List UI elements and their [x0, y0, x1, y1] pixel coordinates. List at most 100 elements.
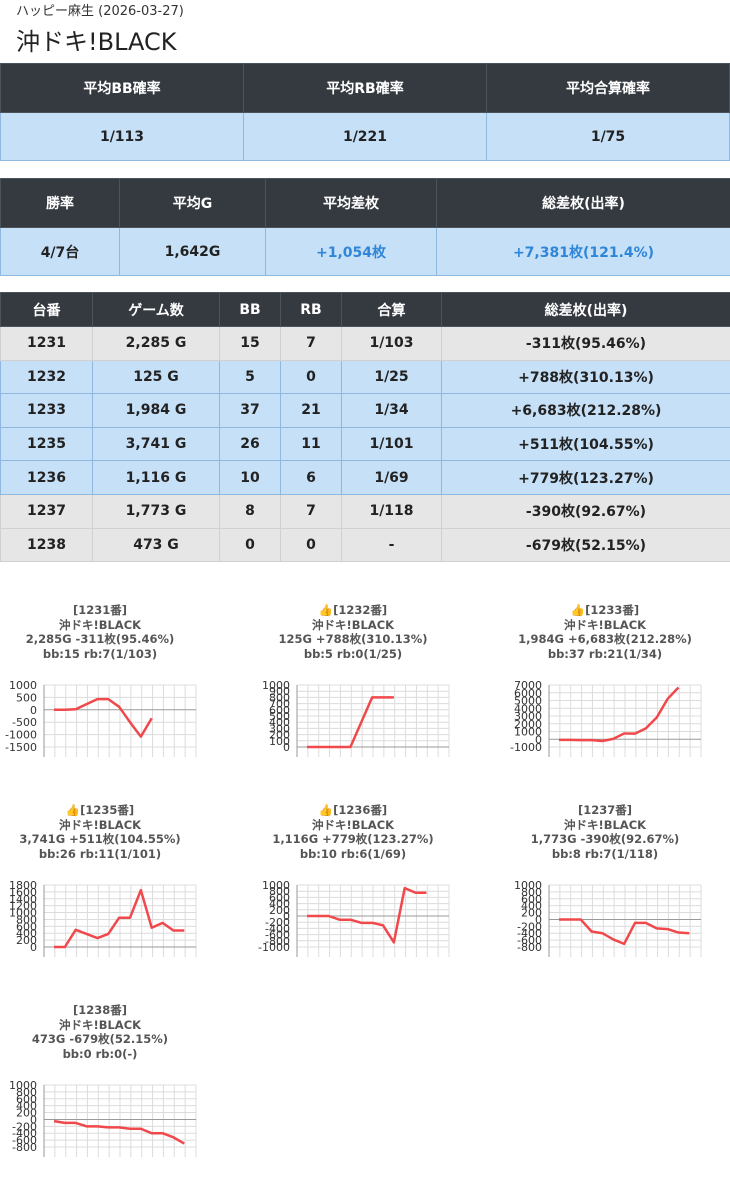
chart-title: 👍[1233番]: [505, 603, 705, 618]
profit-series-line: [559, 918, 690, 946]
y-tick-label: -200: [12, 1120, 37, 1133]
cell-games: 2,285 G: [92, 326, 220, 361]
value-avg-diff: +1,054枚: [265, 227, 437, 276]
chart-line3: 125G +788枚(310.13%): [278, 632, 428, 646]
y-tick-label: 600: [269, 704, 290, 717]
cell-games: 473 G: [92, 527, 220, 563]
y-tick-label: -800: [517, 941, 542, 954]
cell-diff: +788枚(310.13%): [441, 359, 730, 395]
chart-caption: [1231番] 沖ドキ!BLACK 2,285G -311枚(95.46%) bb:1…: [0, 603, 200, 661]
profit-series-line: [307, 886, 427, 944]
cell-bb-count: 8: [219, 493, 281, 529]
y-tick-label: 500: [16, 691, 37, 704]
cell-diff: -311枚(95.46%): [441, 326, 730, 361]
y-tick-label: -600: [12, 1134, 37, 1147]
page-title: 沖ドキ!BLACK: [16, 28, 177, 56]
chart-title: 👍[1235番]: [0, 803, 200, 818]
y-tick-label: 400: [521, 900, 542, 913]
y-tick-label: 1800: [9, 879, 37, 892]
value-win-rate: 4/7台: [0, 227, 120, 276]
chart-title: 👍[1236番]: [253, 803, 453, 818]
chart-caption: 👍[1232番] 沖ドキ!BLACK 125G +788枚(310.13%) bb:5…: [253, 603, 453, 661]
cell-total-prob: 1/103: [341, 326, 442, 361]
cell-total-prob: 1/25: [341, 359, 442, 395]
y-tick-label: 300: [269, 722, 290, 735]
y-tick-label: -1000: [510, 741, 542, 754]
chart-line2: 沖ドキ!BLACK: [563, 617, 647, 632]
header-avg-games: 平均G: [119, 178, 266, 228]
y-tick-label: 200: [269, 729, 290, 742]
cell-rb-count: 6: [280, 460, 342, 495]
chart-line3: 1,984G +6,683枚(212.28%): [518, 632, 692, 646]
machine-chart-card: [1238番] 沖ドキ!BLACK 473G -679枚(52.15%) bb:0 r…: [0, 979, 200, 1179]
y-tick-label: 7000: [514, 679, 542, 692]
y-tick-label: 5000: [514, 695, 542, 708]
y-tick-label: -1000: [5, 729, 37, 742]
header-win-rate: 勝率: [0, 178, 120, 228]
chart-line2: 沖ドキ!BLACK: [563, 817, 647, 832]
result-summary-table: 勝率 平均G 平均差枚 総差枚(出率) 4/7台 1,642G +1,054枚 …: [0, 178, 730, 276]
y-tick-label: 500: [269, 710, 290, 723]
y-tick-label: -400: [517, 927, 542, 940]
machine-chart-card: 👍[1236番] 沖ドキ!BLACK 1,116G +779枚(123.27%) bb…: [253, 779, 453, 979]
chart-title: 👍[1232番]: [253, 603, 453, 618]
cell-games: 1,116 G: [92, 460, 220, 495]
y-tick-label: 1400: [9, 893, 37, 906]
chart-line3: 3,741G +511枚(104.55%): [19, 832, 181, 846]
value-avg-games: 1,642G: [119, 227, 266, 276]
cell-machine-no: 1232: [0, 359, 93, 395]
profit-series-line: [54, 697, 153, 738]
y-tick-label: 800: [16, 1086, 37, 1099]
cell-games: 125 G: [92, 359, 220, 395]
header-machine-no: 台番: [0, 292, 93, 327]
y-tick-label: -400: [12, 1127, 37, 1140]
y-tick-label: 200: [521, 907, 542, 920]
chart-line2: 沖ドキ!BLACK: [311, 817, 395, 832]
chart-line2: 沖ドキ!BLACK: [58, 617, 142, 632]
cell-total-prob: 1/101: [341, 426, 442, 462]
y-tick-label: 800: [269, 885, 290, 898]
chart-line4: bb:37 rb:21(1/34): [547, 646, 663, 661]
cell-total-prob: 1/69: [341, 460, 442, 495]
y-tick-label: -200: [517, 920, 542, 933]
table-row: 1237 1,773 G 8 7 1/118 -390枚(92.67%): [0, 493, 730, 529]
chart-line4: bb:10 rb:6(1/69): [299, 846, 407, 861]
y-tick-label: 0: [535, 733, 542, 746]
header-total-diff: 総差枚(出率): [436, 178, 730, 228]
cell-total-prob: 1/34: [341, 393, 442, 428]
y-tick-label: -500: [12, 716, 37, 729]
probability-summary-table: 平均BB確率 平均RB確率 平均合算確率 1/113 1/221 1/75: [0, 63, 730, 161]
cell-diff: -390枚(92.67%): [441, 493, 730, 529]
cell-machine-no: 1231: [0, 326, 93, 361]
table-row: 1231 2,285 G 15 7 1/103 -311枚(95.46%): [0, 326, 730, 361]
y-tick-label: 1000: [9, 679, 37, 692]
chart-line4: bb:0 rb:0(-): [62, 1046, 138, 1061]
cell-games: 3,741 G: [92, 426, 220, 462]
y-tick-label: 400: [269, 716, 290, 729]
cell-diff: +511枚(104.55%): [441, 426, 730, 462]
y-tick-label: 3000: [514, 710, 542, 723]
chart-line2: 沖ドキ!BLACK: [58, 817, 142, 832]
header-avg-rb: 平均RB確率: [243, 63, 487, 113]
y-tick-label: -400: [265, 922, 290, 935]
chart-line2: 沖ドキ!BLACK: [58, 1017, 142, 1032]
y-tick-label: -1500: [5, 741, 37, 754]
y-tick-label: 400: [269, 898, 290, 911]
chart-title-text: [1236番]: [333, 803, 388, 817]
y-tick-label: 900: [269, 685, 290, 698]
machine-chart-card: [1231番] 沖ドキ!BLACK 2,285G -311枚(95.46%) bb:1…: [0, 579, 200, 779]
machine-chart-card: 👍[1233番] 沖ドキ!BLACK 1,984G +6,683枚(212.28%)…: [505, 579, 705, 779]
thumbs-up-icon: 👍: [318, 603, 334, 617]
header-rb: RB: [280, 292, 342, 327]
machine-chart-card: 👍[1232番] 沖ドキ!BLACK 125G +788枚(310.13%) bb:5…: [253, 579, 453, 779]
cell-rb-count: 11: [280, 426, 342, 462]
y-tick-label: 1000: [262, 679, 290, 692]
y-tick-label: -800: [265, 935, 290, 948]
cell-bb-count: 5: [219, 359, 281, 395]
y-tick-label: 400: [16, 1100, 37, 1113]
y-tick-label: 1200: [9, 900, 37, 913]
cell-bb-count: 15: [219, 326, 281, 361]
machine-chart-card: [1237番] 沖ドキ!BLACK 1,773G -390枚(92.67%) bb:8…: [505, 779, 705, 979]
